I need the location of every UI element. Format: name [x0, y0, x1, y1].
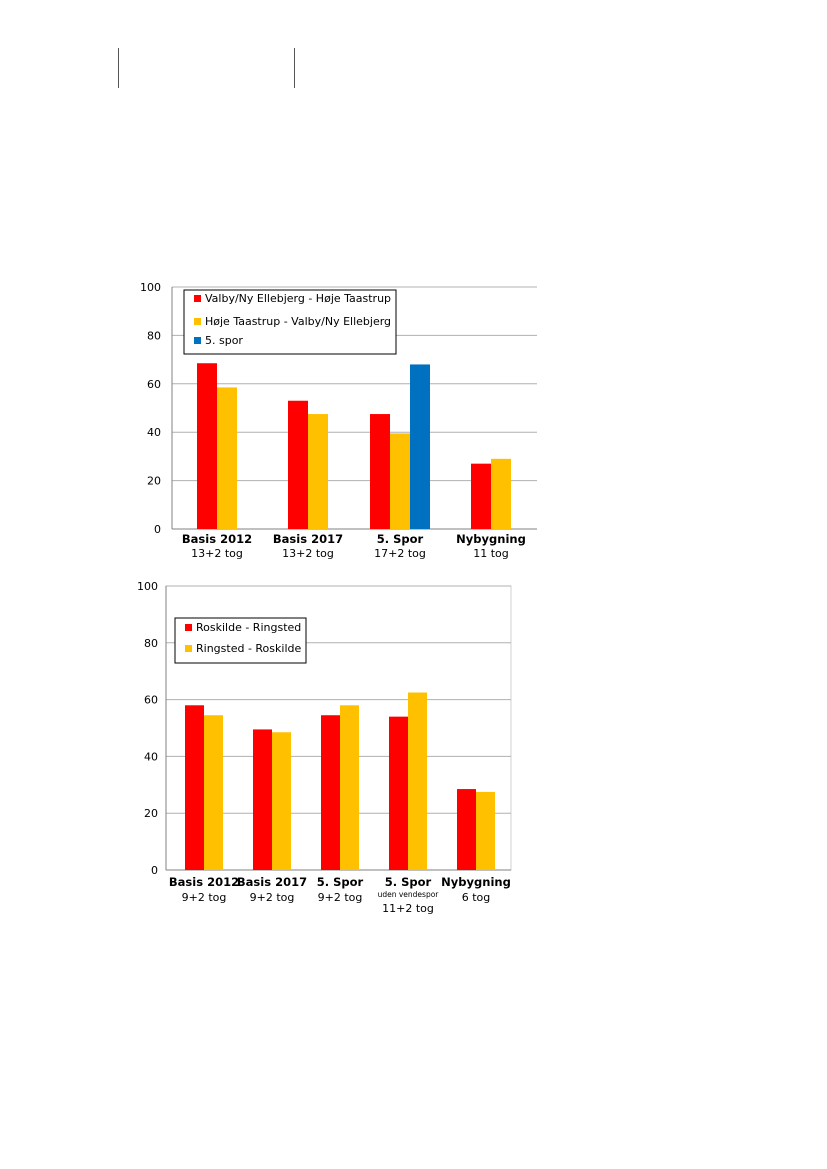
y-tick-label: 20 [144, 807, 158, 820]
x-category-sublabel: 11 tog [473, 547, 509, 560]
legend-box [174, 617, 307, 664]
legend-swatch [194, 318, 201, 325]
legend-box [183, 289, 397, 355]
x-category-sublabel: uden vendespor [378, 890, 440, 899]
bar [410, 364, 430, 529]
legend-label: Høje Taastrup - Valby/Ny Ellebjerg [205, 315, 391, 328]
y-tick-label: 80 [147, 329, 161, 342]
bar [370, 414, 390, 529]
bar [340, 705, 359, 870]
legend-label: Ringsted - Roskilde [196, 642, 301, 655]
legend-swatch [185, 645, 192, 652]
legend-label: Roskilde - Ringsted [196, 621, 301, 634]
legend-swatch [194, 295, 201, 302]
x-category-label: Basis 2012 [169, 875, 239, 889]
y-tick-label: 100 [140, 281, 161, 294]
x-category-label: 5. Spor [385, 875, 432, 889]
x-category-label: Basis 2017 [237, 875, 307, 889]
bar [272, 732, 291, 870]
x-category-label: Basis 2012 [182, 532, 252, 546]
y-tick-label: 60 [147, 378, 161, 391]
header-rule-left [118, 48, 119, 88]
x-category-label: Nybygning [456, 532, 526, 546]
bar [476, 791, 495, 870]
x-category-label: 5. Spor [317, 875, 364, 889]
legend-swatch [194, 337, 201, 344]
bar [491, 458, 511, 529]
y-tick-label: 80 [144, 637, 158, 650]
x-category-sublabel: 9+2 tog [250, 891, 295, 904]
bar [204, 715, 223, 870]
bar [389, 716, 408, 870]
x-category-label: Basis 2017 [273, 532, 343, 546]
legend-label: Valby/Ny Ellebjerg - Høje Taastrup [205, 292, 391, 305]
bar [253, 729, 272, 870]
y-tick-label: 0 [151, 864, 158, 877]
x-category-sublabel: 13+2 tog [191, 547, 243, 560]
bar [471, 463, 491, 529]
y-tick-label: 0 [154, 523, 161, 536]
legend-swatch [185, 624, 192, 631]
x-category-sublabel: 9+2 tog [182, 891, 227, 904]
bar [197, 363, 217, 529]
y-tick-label: 60 [144, 694, 158, 707]
bar [390, 433, 410, 529]
x-category-sublabel: 6 tog [462, 891, 491, 904]
header-rule-right [294, 48, 295, 88]
y-tick-label: 40 [144, 750, 158, 763]
bar [185, 705, 204, 870]
x-category-sublabel: 17+2 tog [374, 547, 426, 560]
y-tick-label: 100 [137, 580, 158, 593]
legend-label: 5. spor [205, 334, 243, 347]
x-category-sublabel: 11+2 tog [382, 902, 434, 915]
x-category-sublabel: 9+2 tog [318, 891, 363, 904]
bar [321, 715, 340, 870]
bar [308, 414, 328, 529]
bar [288, 400, 308, 529]
y-tick-label: 20 [147, 475, 161, 488]
bar [217, 387, 237, 529]
y-tick-label: 40 [147, 426, 161, 439]
x-category-sublabel: 13+2 tog [282, 547, 334, 560]
bar [457, 789, 476, 870]
chart-2: 0 20 40 60 80 100 Basis 2012 9+2 tog Basis 2017 9… [137, 580, 512, 915]
bar [408, 692, 427, 870]
x-category-label: 5. Spor [377, 532, 424, 546]
x-category-label: Nybygning [441, 875, 511, 889]
